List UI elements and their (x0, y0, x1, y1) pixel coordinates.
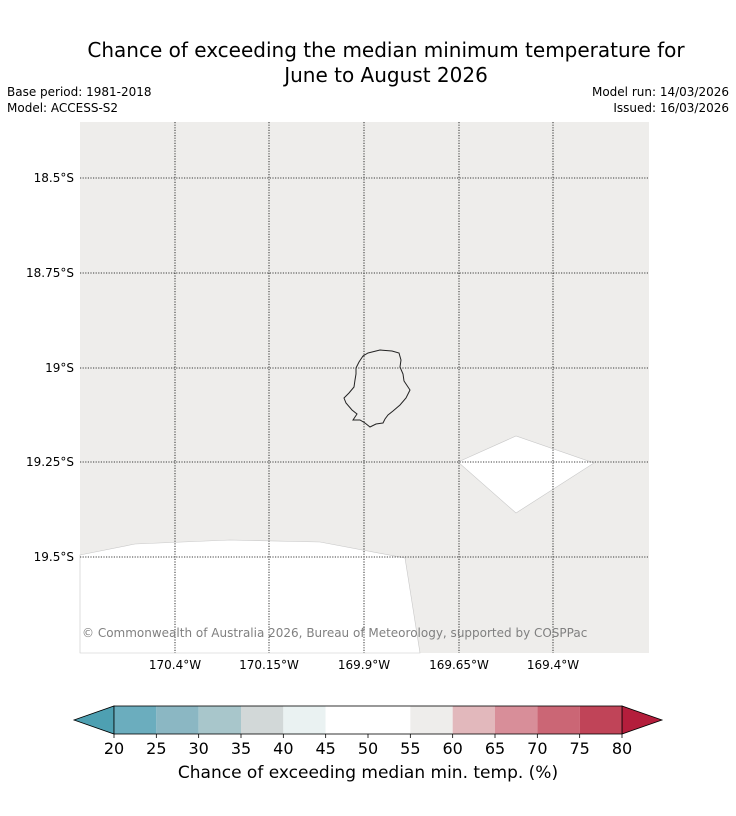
colorbar-bin-70-75 (537, 706, 580, 734)
lat-label: 18.75°S (26, 266, 74, 280)
colorbar-bin-65-70 (495, 706, 538, 734)
model-run: Model run: 14/03/2026 (591, 85, 729, 99)
colorbar-tick-label: 35 (231, 739, 251, 758)
colorbar-under-extend (72, 705, 115, 735)
lat-label: 18.5°S (34, 171, 74, 185)
issued-date: Issued: 16/03/2026 (613, 101, 729, 115)
copyright-notice: © Commonwealth of Australia 2026, Bureau… (82, 626, 587, 640)
colorbar-tick-label: 65 (485, 739, 505, 758)
colorbar-bin-40-45 (283, 706, 326, 734)
colorbar-label: Chance of exceeding median min. temp. (%… (177, 763, 559, 783)
colorbar-tick-label: 70 (527, 739, 547, 758)
meta-right: Model run: 14/03/2026 Issued: 16/03/2026 (592, 84, 729, 116)
colorbar-bin-35-40 (241, 706, 284, 734)
colorbar-tick-label: 30 (188, 739, 208, 758)
colorbar-over-extend (621, 705, 664, 735)
colorbar-tick-label: 55 (400, 739, 420, 758)
forecast-region-south (79, 539, 421, 654)
lat-label: 19°S (45, 361, 74, 375)
map-title-line-2: June to August 2026 (284, 63, 488, 87)
colorbar-bin-50-55 (368, 706, 411, 734)
colorbar-bin-75-80 (579, 706, 622, 734)
colorbar-tick-label: 20 (104, 739, 124, 758)
colorbar-bin-20-25 (114, 706, 157, 734)
colorbar-bin-25-30 (156, 706, 199, 734)
colorbar-tick-label: 45 (315, 739, 335, 758)
map-title: Chance of exceeding the median minimum t… (0, 38, 736, 88)
lon-label: 169.4°W (527, 658, 579, 672)
lon-label: 170.4°W (149, 658, 201, 672)
colorbar-bin-45-50 (325, 706, 368, 734)
model-name: Model: ACCESS-S2 (7, 101, 119, 115)
colorbar-tick-label: 60 (442, 739, 462, 758)
graticule (80, 122, 649, 653)
lon-label: 169.65°W (429, 658, 489, 672)
colorbar-tick-label: 40 (273, 739, 293, 758)
meta-left: Base period: 1981-2018 Model: ACCESS-S2 (7, 84, 152, 116)
colorbar-tick-label: 75 (569, 739, 589, 758)
colorbar-bin-55-60 (410, 706, 453, 734)
colorbar: 20 25 30 35 40 45 50 55 60 65 70 75 80 (72, 705, 664, 758)
island-coastline (343, 349, 411, 428)
colorbar-bin-60-65 (452, 706, 495, 734)
forecast-region-east (457, 435, 595, 514)
colorbar-tick-label: 80 (612, 739, 632, 758)
colorbar-bin-30-35 (198, 706, 241, 734)
lon-label: 169.9°W (338, 658, 390, 672)
colorbar-tick-label: 25 (146, 739, 166, 758)
lat-label: 19.25°S (26, 455, 74, 469)
lon-label: 170.15°W (239, 658, 299, 672)
lat-label: 19.5°S (34, 550, 74, 564)
colorbar-tick-label: 50 (358, 739, 378, 758)
map-title-line-1: Chance of exceeding the median minimum t… (87, 38, 685, 62)
base-period: Base period: 1981-2018 (7, 85, 152, 99)
